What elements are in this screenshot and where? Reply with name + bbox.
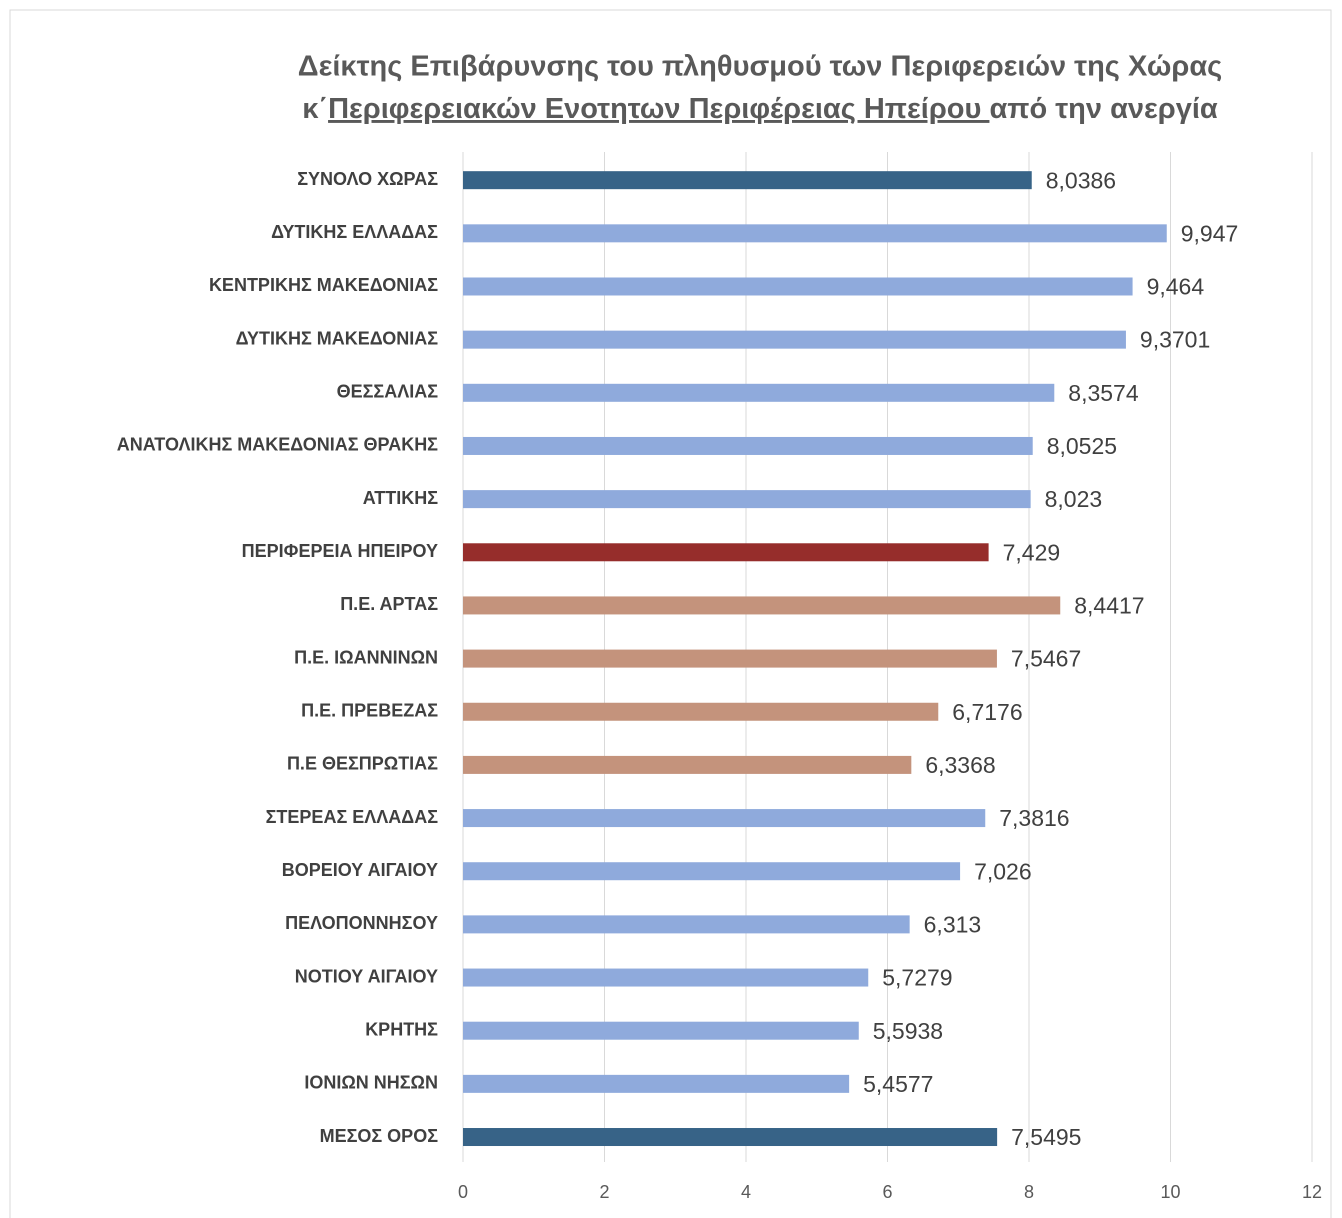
y-tick-label: ΑΝΑΤΟΛΙΚΗΣ ΜΑΚΕΔΟΝΙΑΣ ΘΡΑΚΗΣ bbox=[117, 435, 438, 455]
y-tick-label: ΔΥΤΙΚΗΣ ΜΑΚΕΔΟΝΙΑΣ bbox=[236, 328, 439, 348]
title-part: Περιφερειακών Ενοτητων Περιφέρειας Ηπείρ… bbox=[328, 93, 989, 125]
x-tick-label: 10 bbox=[1160, 1182, 1180, 1202]
y-tick-label: ΔΥΤΙΚΗΣ ΕΛΛΑΔΑΣ bbox=[271, 222, 438, 242]
data-label: 7,3816 bbox=[999, 805, 1069, 831]
y-tick-label: ΠΕΛΟΠΟΝΝΗΣΟΥ bbox=[285, 913, 438, 933]
data-label: 9,947 bbox=[1181, 220, 1239, 246]
y-tick-label: ΣΥΝΟΛΟ ΧΩΡΑΣ bbox=[297, 169, 438, 189]
data-label: 7,5467 bbox=[1011, 646, 1081, 672]
bar bbox=[463, 755, 912, 774]
bar bbox=[463, 702, 939, 721]
data-label: 7,5495 bbox=[1011, 1124, 1081, 1150]
chart-title-line2: κ΄Περιφερειακών Ενοτητων Περιφέρειας Ηπε… bbox=[302, 93, 1218, 125]
data-label: 9,464 bbox=[1147, 274, 1205, 300]
bar bbox=[463, 915, 910, 934]
y-tick-label: Π.Ε. ΙΩΑΝΝΙΝΩΝ bbox=[294, 647, 438, 667]
y-tick-label: ΝΟΤΙΟΥ ΑΙΓΑΙΟΥ bbox=[295, 966, 438, 986]
data-label: 8,4417 bbox=[1074, 593, 1144, 619]
x-tick-label: 2 bbox=[599, 1182, 609, 1202]
x-tick-label: 4 bbox=[741, 1182, 751, 1202]
data-label: 8,023 bbox=[1045, 486, 1103, 512]
data-label: 8,0386 bbox=[1046, 167, 1116, 193]
data-label: 5,5938 bbox=[873, 1018, 943, 1044]
y-tick-label: ΚΕΝΤΡΙΚΗΣ ΜΑΚΕΔΟΝΙΑΣ bbox=[209, 275, 438, 295]
y-tick-label: ΘΕΣΣΑΛΙΑΣ bbox=[337, 382, 439, 402]
y-tick-label: ΒΟΡΕΙΟΥ ΑΙΓΑΙΟΥ bbox=[282, 860, 438, 880]
bar bbox=[463, 809, 986, 828]
y-tick-label: ΜΕΣΟΣ ΟΡΟΣ bbox=[320, 1126, 439, 1146]
bar bbox=[463, 1128, 998, 1147]
bar bbox=[463, 596, 1061, 615]
data-label: 7,429 bbox=[1003, 539, 1061, 565]
y-tick-label: ΠΕΡΙΦΕΡΕΙΑ ΗΠΕΙΡΟΥ bbox=[242, 541, 438, 561]
title-part: κ΄ bbox=[302, 93, 328, 125]
data-label: 6,7176 bbox=[952, 699, 1022, 725]
y-tick-label: Π.Ε. ΠΡΕΒΕΖΑΣ bbox=[301, 701, 438, 721]
x-tick-label: 6 bbox=[882, 1182, 892, 1202]
chart-title: Δείκτης Επιβάρυνσης του πληθυσμού των Πε… bbox=[298, 51, 1223, 83]
data-label: 9,3701 bbox=[1140, 327, 1210, 353]
bar bbox=[463, 330, 1126, 349]
bar bbox=[463, 543, 989, 562]
data-label: 7,026 bbox=[974, 858, 1032, 884]
data-label: 6,313 bbox=[924, 911, 982, 937]
bar bbox=[463, 224, 1167, 243]
bar bbox=[463, 862, 961, 881]
bar bbox=[463, 383, 1055, 402]
x-tick-label: 0 bbox=[458, 1182, 468, 1202]
data-label: 5,4577 bbox=[863, 1071, 933, 1097]
y-tick-label: ΚΡΗΤΗΣ bbox=[365, 1019, 438, 1039]
y-tick-label: Π.Ε. ΑΡΤΑΣ bbox=[340, 594, 438, 614]
data-label: 8,0525 bbox=[1047, 433, 1117, 459]
bar bbox=[463, 490, 1031, 509]
y-tick-label: Π.Ε ΘΕΣΠΡΩΤΙΑΣ bbox=[287, 754, 438, 774]
title-part: από την ανεργία bbox=[989, 93, 1217, 125]
data-label: 8,3574 bbox=[1068, 380, 1139, 406]
x-tick-label: 12 bbox=[1302, 1182, 1322, 1202]
y-tick-label: ΑΤΤΙΚΗΣ bbox=[363, 488, 438, 508]
bar bbox=[463, 1074, 850, 1093]
y-tick-label: ΣΤΕΡΕΑΣ ΕΛΛΑΔΑΣ bbox=[266, 807, 439, 827]
bar bbox=[463, 649, 997, 668]
bar bbox=[463, 171, 1032, 190]
data-label: 5,7279 bbox=[882, 965, 952, 991]
y-tick-label: ΙΟΝΙΩΝ ΝΗΣΩΝ bbox=[304, 1073, 438, 1093]
x-tick-label: 8 bbox=[1024, 1182, 1034, 1202]
bar bbox=[463, 1021, 859, 1040]
data-label: 6,3368 bbox=[925, 752, 995, 778]
bar bbox=[463, 277, 1133, 296]
bar bbox=[463, 968, 869, 987]
bar bbox=[463, 436, 1033, 455]
